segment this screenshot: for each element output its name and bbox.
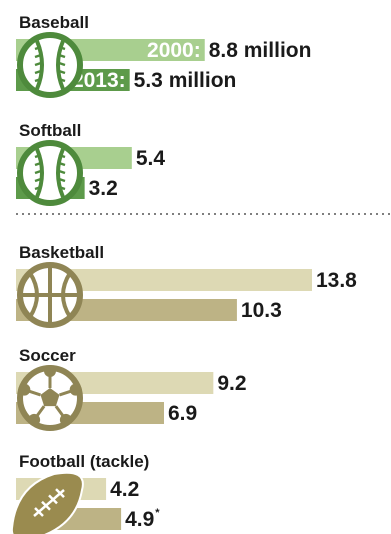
value-label-2000-softball: 5.4 — [136, 147, 166, 170]
sport-title-basketball: Basketball — [19, 243, 104, 262]
value-label-2013-soccer: 6.9 — [168, 402, 197, 425]
sport-title-soccer: Soccer — [19, 346, 76, 365]
sport-title-softball: Softball — [19, 121, 81, 140]
baseball-icon — [17, 140, 83, 206]
value-label-2000-soccer: 9.2 — [217, 372, 246, 395]
sport-title-baseball: Baseball — [19, 13, 89, 32]
footnote-marker: * — [155, 507, 160, 519]
value-label-2013-softball: 3.2 — [89, 177, 118, 200]
value-label-2000-football-tackle: 4.2 — [110, 478, 139, 501]
value-label-2000-baseball: 8.8 million — [209, 39, 312, 62]
football-icon — [10, 471, 84, 534]
soccer-ball-icon — [17, 365, 83, 431]
value-label-2013-basketball: 10.3 — [241, 299, 282, 322]
series-label-2013: 2013: — [72, 69, 126, 92]
basketball-icon — [17, 262, 83, 328]
value-label-2013-baseball: 5.3 million — [134, 69, 237, 92]
baseball-icon — [17, 32, 83, 98]
value-label-2000-basketball: 13.8 — [316, 269, 357, 292]
bar-2000-basketball — [16, 269, 312, 291]
series-label-2000: 2000: — [147, 39, 201, 62]
sport-title-football-tackle: Football (tackle) — [19, 452, 149, 471]
value-label-2013-football-tackle: 4.9 — [125, 508, 154, 531]
